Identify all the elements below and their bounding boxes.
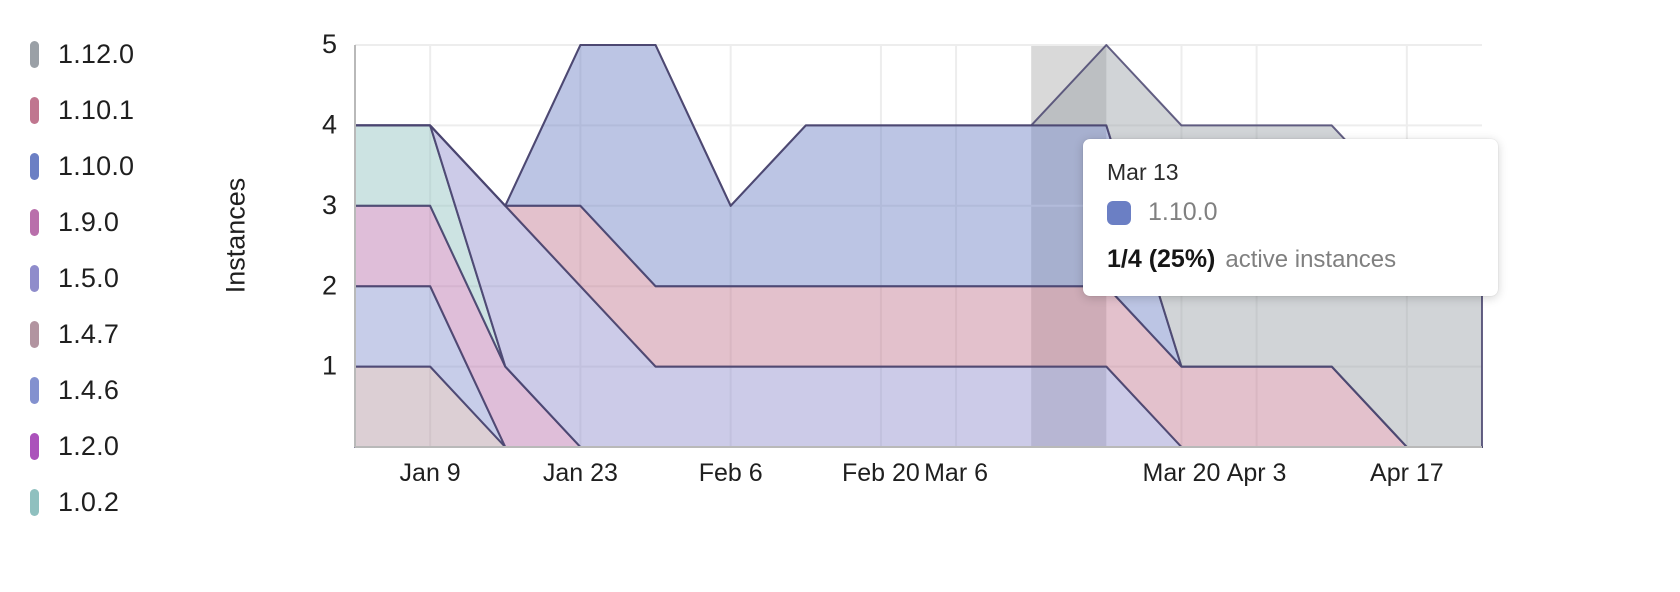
y-axis-tick-labels: 1 2 3 4 5: [322, 29, 337, 381]
tooltip-series-row: 1.10.0: [1107, 198, 1474, 227]
legend-color-swatch: [30, 432, 39, 460]
x-tick-label: Mar 20: [1143, 459, 1221, 487]
x-tick-label: Jan 23: [543, 459, 618, 487]
legend-item-label: 1.4.6: [58, 374, 120, 405]
y-tick-label: 1: [322, 351, 337, 381]
legend-color-swatch: [30, 264, 39, 292]
legend-color-swatch: [30, 96, 39, 124]
legend-item-label: 1.12.0: [58, 38, 135, 69]
tooltip-series-name: 1.10.0: [1148, 198, 1218, 226]
y-tick-label: 4: [322, 110, 337, 140]
legend-color-swatch: [30, 152, 39, 180]
legend-item-1-5-0[interactable]: 1.5.0: [30, 250, 210, 306]
legend-color-swatch: [30, 320, 39, 348]
legend-color-swatch: [30, 208, 39, 236]
x-tick-label: Feb 6: [699, 459, 763, 487]
legend-item-label: 1.4.7: [58, 318, 120, 349]
x-tick-label: Apr 3: [1227, 459, 1287, 487]
y-tick-label: 5: [322, 29, 337, 59]
legend-item-label: 1.10.1: [58, 94, 135, 125]
legend-item-1-12-0[interactable]: 1.12.0: [30, 26, 210, 82]
legend-item-1-9-0[interactable]: 1.9.0: [30, 194, 210, 250]
legend-item-label: 1.10.0: [58, 150, 135, 181]
x-axis-tick-labels: Jan 9 Jan 23 Feb 6 Feb 20 Mar 6 Mar 20 Apr 3 Ap…: [400, 459, 1444, 487]
x-tick-label: Mar 6: [924, 459, 988, 487]
legend-item-label: 1.2.0: [58, 430, 120, 461]
legend-item-1-10-0[interactable]: 1.10.0: [30, 138, 210, 194]
tooltip-series-color-dot: [1107, 200, 1131, 225]
x-tick-label: Jan 9: [400, 459, 461, 487]
tooltip-date: Mar 13: [1107, 159, 1179, 185]
legend-item-1-4-6[interactable]: 1.4.6: [30, 362, 210, 418]
series-legend: 1.12.0 1.10.1 1.10.0 1.9.0 1.5.0 1.4.7 1…: [30, 26, 210, 530]
legend-item-label: 1.9.0: [58, 206, 120, 237]
x-tick-label: Feb 20: [842, 459, 920, 487]
x-tick-label: Apr 17: [1370, 459, 1444, 487]
legend-color-swatch: [30, 376, 39, 404]
legend-item-1-2-0[interactable]: 1.2.0: [30, 418, 210, 474]
legend-item-label: 1.5.0: [58, 262, 120, 293]
legend-item-1-4-7[interactable]: 1.4.7: [30, 306, 210, 362]
legend-item-1-10-1[interactable]: 1.10.1: [30, 82, 210, 138]
y-tick-label: 2: [322, 270, 337, 300]
legend-color-swatch: [30, 488, 39, 516]
chart-tooltip: Mar 13 1.10.0 1/4 (25%) active instances: [1083, 139, 1498, 296]
tooltip-value-row: 1/4 (25%) active instances: [1107, 245, 1474, 274]
tooltip-value-suffix: active instances: [1225, 246, 1397, 273]
legend-color-swatch: [30, 40, 39, 68]
tooltip-value: 1/4 (25%): [1107, 245, 1216, 273]
legend-item-1-0-2[interactable]: 1.0.2: [30, 474, 210, 530]
legend-item-label: 1.0.2: [58, 486, 120, 517]
y-tick-label: 3: [322, 190, 337, 220]
chart-axis-lines: [354, 45, 1482, 448]
